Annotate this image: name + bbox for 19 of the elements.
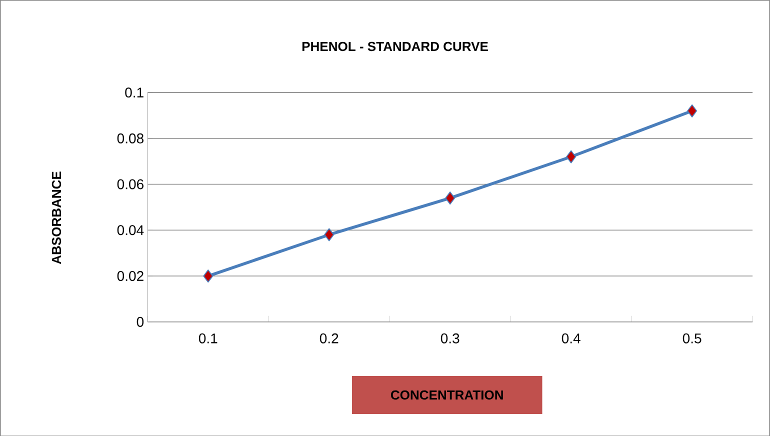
y-tick-label: 0.1 — [125, 87, 144, 98]
point — [203, 269, 214, 282]
point — [445, 191, 456, 204]
x-tick-label: 0.4 — [562, 333, 580, 344]
point — [324, 228, 334, 242]
y-tick-label: 0.06 — [117, 179, 144, 190]
x-tick-label: 0.2 — [320, 333, 338, 344]
y-tick-label: 0 — [136, 316, 144, 327]
x-tick-label: 0.3 — [440, 333, 460, 344]
x-tick-label: 0.1 — [198, 333, 218, 344]
y-tick-label: 0.04 — [117, 224, 144, 235]
y-tick-label: 0.02 — [117, 270, 144, 281]
x-axis-title: CONCENTRATION — [390, 390, 503, 400]
point — [687, 104, 698, 118]
y-tick-label: 0.08 — [117, 133, 144, 144]
chart-title: PHENOL - STANDARD CURVE — [302, 42, 488, 51]
x-tick-label: 0.5 — [682, 333, 702, 344]
point — [566, 150, 576, 164]
y-axis-title: ABSORBANCE — [52, 171, 62, 264]
